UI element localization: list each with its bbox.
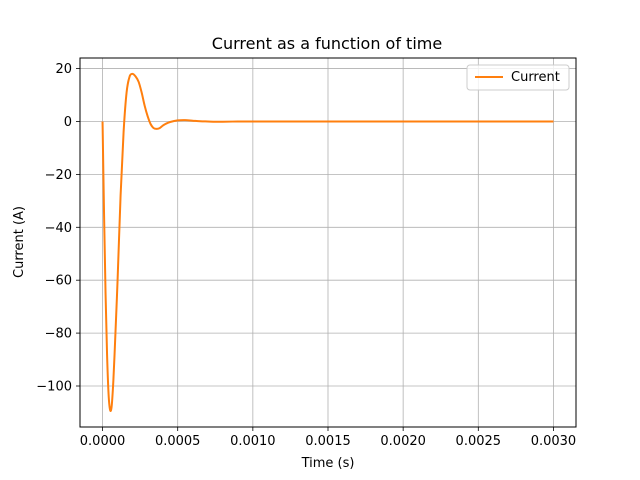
x-tick-label: 0.0020 (380, 434, 426, 449)
y-tick-label: −20 (45, 168, 72, 183)
x-tick-label: 0.0000 (80, 434, 126, 449)
x-tick-label: 0.0025 (456, 434, 502, 449)
series-layer (101, 72, 554, 412)
grid-lines (80, 58, 576, 427)
y-tick-label: 20 (55, 62, 72, 77)
x-axis-title: Time (s) (301, 456, 355, 471)
y-tick-label: −100 (36, 380, 72, 395)
x-tick-label: 0.0015 (305, 434, 351, 449)
y-axis-title: Current (A) (12, 206, 27, 278)
x-axis-ticks: 0.0000 0.0005 0.0010 0.0015 0.0020 0.0025 0.00… (80, 427, 576, 449)
y-axis-ticks: 20 0 −20 −40 −60 −80 −100 (36, 62, 80, 395)
y-tick-label: 0 (64, 115, 72, 130)
y-tick-label: −60 (45, 274, 72, 289)
legend-label-current: Current (511, 70, 560, 85)
legend: Current (466, 64, 570, 91)
x-tick-label: 0.0010 (230, 434, 276, 449)
x-tick-label: 0.0005 (155, 434, 201, 449)
legend-frame (466, 64, 570, 91)
y-tick-label: −40 (45, 221, 72, 236)
y-tick-label: −80 (45, 327, 72, 342)
chart-title: Current as a function of time (212, 34, 442, 53)
series-line-current (101, 72, 554, 412)
x-tick-label: 0.0030 (531, 434, 577, 449)
